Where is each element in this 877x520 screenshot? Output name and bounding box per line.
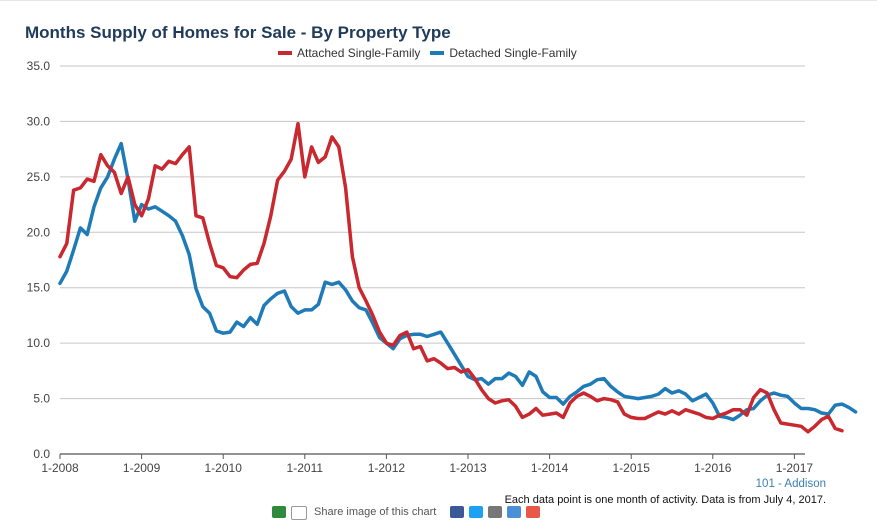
y-tick-label: 20.0 — [27, 225, 51, 239]
y-axis-labels: 0.0 5.0 10.0 15.0 20.0 25.0 30.0 35.0 — [27, 59, 51, 461]
share-label: Share image of this chart — [314, 506, 437, 518]
series-line-detached — [58, 141, 858, 422]
top-divider — [0, 0, 877, 1]
y-tick-label: 35.0 — [27, 59, 51, 73]
gridlines — [60, 65, 805, 455]
facebook-icon[interactable] — [450, 506, 465, 518]
legend-label-attached: Attached Single-Family — [297, 46, 421, 60]
x-tick-label: 1-2013 — [449, 461, 487, 475]
series-lines — [58, 121, 858, 434]
google-plus-icon[interactable] — [526, 506, 541, 518]
chart-title: Months Supply of Homes for Sale - By Pro… — [25, 23, 451, 42]
y-tick-label: 25.0 — [27, 170, 51, 184]
twitter-icon[interactable] — [469, 506, 484, 518]
chart-legend: Attached Single-Family Detached Single-F… — [278, 45, 587, 61]
x-tick-label: 1-2011 — [287, 461, 324, 475]
x-tick-label: 1-2017 — [776, 461, 814, 475]
x-tick-label: 1-2009 — [123, 461, 161, 475]
x-tick-label: 1-2016 — [694, 461, 732, 475]
email-icon[interactable] — [488, 506, 503, 518]
data-note: Each data point is one month of activity… — [504, 494, 826, 506]
y-tick-label: 5.0 — [33, 392, 50, 406]
x-tick-label: 1-2014 — [531, 461, 569, 475]
legend-label-detached: Detached Single-Family — [449, 46, 577, 60]
link-icon[interactable] — [507, 506, 522, 518]
x-tick-label: 1-2010 — [205, 461, 243, 475]
y-tick-label: 30.0 — [27, 114, 51, 128]
y-tick-label: 15.0 — [27, 281, 51, 295]
x-axis: 1-2008 1-2009 1-2010 1-2011 1-2012 1-2013 1-20… — [41, 454, 813, 475]
x-tick-label: 1-2015 — [613, 461, 651, 475]
chart-caption: 101 - Addison Each data point is one mon… — [290, 477, 826, 507]
legend-item-detached[interactable]: Detached Single-Family — [430, 46, 577, 60]
excel-icon[interactable] — [272, 506, 286, 518]
series-line-attached — [58, 121, 844, 434]
x-tick-label: 1-2012 — [368, 461, 406, 475]
area-source-label: 101 - Addison — [755, 478, 826, 490]
y-tick-label: 10.0 — [27, 336, 51, 350]
x-tick-label: 1-2008 — [41, 461, 79, 475]
share-bar: Share image of this chart — [272, 506, 545, 520]
legend-swatch-detached — [430, 51, 445, 55]
pdf-icon[interactable] — [291, 506, 307, 520]
legend-item-attached[interactable]: Attached Single-Family — [278, 46, 420, 60]
legend-swatch-attached — [278, 51, 292, 55]
y-tick-label: 0.0 — [33, 447, 50, 461]
